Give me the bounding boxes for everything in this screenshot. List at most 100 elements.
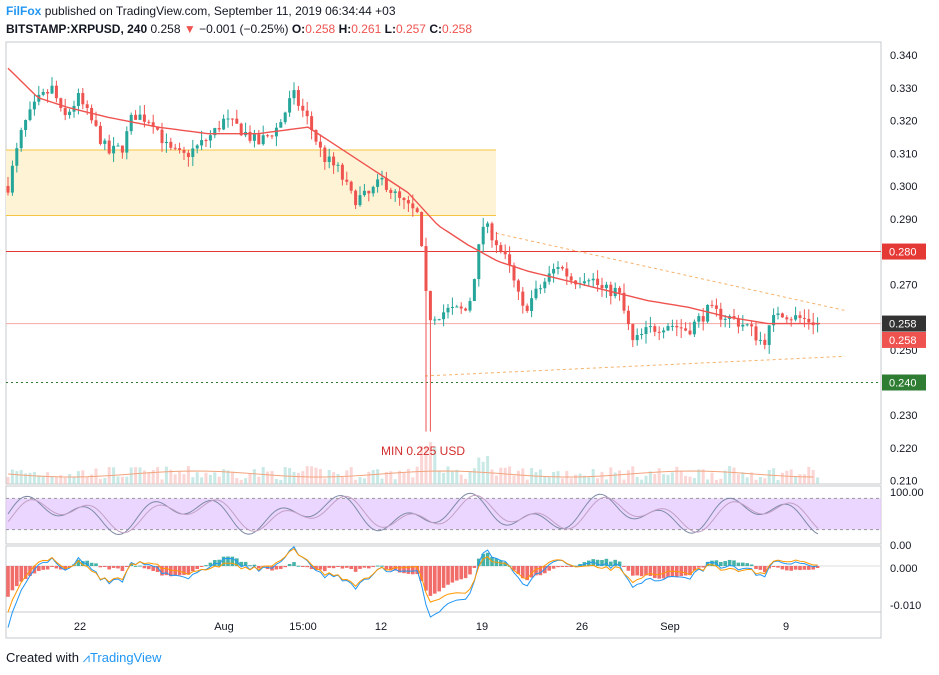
candle-body [433,319,437,321]
macd-histogram-bar [15,566,19,587]
macd-histogram-bar [455,566,459,581]
candle [437,318,441,321]
candle [107,134,111,155]
candle [296,86,300,111]
candle [622,283,626,314]
candle [428,290,432,432]
open-label: O: [291,22,306,36]
candle-body [32,101,36,110]
candle-body [600,285,604,289]
candle-body [644,327,648,335]
candle [450,297,454,315]
candle [345,171,349,186]
volume-bar [684,475,688,484]
macd-histogram-bar [736,562,741,566]
macd-histogram-bar [129,563,133,566]
candle [138,105,142,121]
candle-body [719,308,723,320]
candle [226,109,230,128]
candle [494,231,498,254]
macd-histogram-bar [384,566,389,570]
candle-body [90,107,94,121]
candle-body [723,318,727,320]
candle [675,319,679,337]
macd-histogram-bar [639,566,644,577]
volume-bar [98,478,102,484]
candle [54,80,58,103]
volume-bar [697,469,701,484]
supply-zone [6,150,496,216]
volume-bar [204,472,208,484]
candle-body [648,326,652,328]
macd-histogram-bar [111,566,116,568]
candle-body [772,314,776,326]
volume-bar [213,472,217,484]
author-name[interactable]: FilFox [6,4,42,18]
candle-body [534,288,538,299]
macd-histogram-bar [204,565,208,567]
candle-body [261,135,265,145]
macd-histogram-bar [6,566,10,597]
candle-body [587,280,591,282]
volume-bar [481,461,485,484]
volume-bar [59,475,63,484]
candle-body [794,315,798,320]
volume-bar [587,477,591,484]
candle-body [802,317,806,319]
volume-bar [631,466,635,484]
macd-histogram-bar [433,566,437,594]
price-tag-label: 0.280 [889,247,917,259]
macd-histogram-bar [94,563,98,566]
macd-histogram-bar [692,566,697,571]
candle-body [525,305,529,311]
volume-bar [305,466,309,484]
candle-body [50,85,54,94]
price-tag-label: 0.240 [889,378,917,390]
volume-bar [772,468,776,484]
candle-body [208,135,212,141]
macd-histogram-bar [76,559,81,566]
candle [697,313,701,328]
candle-body [252,134,256,141]
volume-bar [186,466,190,484]
macd-histogram-bar [221,556,226,566]
candle [6,177,10,196]
tradingview-link[interactable]: TradingView [89,650,162,665]
candle-body [235,118,239,124]
volume-bar [758,477,762,484]
candle-body [626,310,630,325]
candle [380,170,384,186]
candle-body [789,319,793,321]
volume-bar [521,468,525,484]
candle-body [28,109,32,120]
tradingview-logo-icon[interactable]: ⩘ [82,650,90,665]
macd-histogram-bar [424,566,428,591]
macd-histogram-bar [609,561,613,566]
candle-body [516,280,520,292]
volume-bar [662,474,666,484]
candle [90,104,94,124]
volume-bar [164,466,168,484]
macd-histogram-bar [10,566,15,591]
candle [741,315,745,331]
candle [305,101,309,125]
candle-body [336,164,340,166]
candle [591,273,595,288]
macd-histogram-bar [463,566,468,579]
candle-body [560,267,564,269]
publish-info: published on TradingView.com, September … [44,4,396,18]
close-value: 0.258 [441,22,473,36]
volume-bar [76,471,80,484]
macd-histogram-bar [437,566,441,592]
candle-body [490,223,494,241]
macd-histogram-bar [705,561,710,566]
macd-histogram-bar [763,566,767,573]
candle [261,125,265,146]
macd-histogram-bar [160,566,164,576]
candle [270,134,274,140]
volume-bar [635,476,639,484]
lower-trendline [424,355,846,377]
candle-body [776,313,780,315]
price-tag: 0.280 [882,243,926,260]
